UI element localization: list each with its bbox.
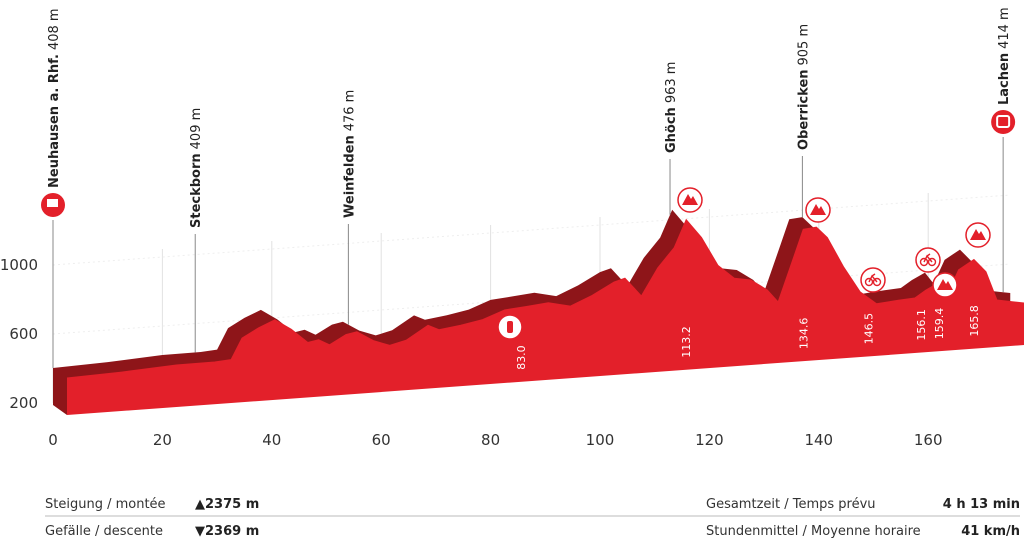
profile-line: [66, 218, 1024, 379]
icon-circle: [915, 247, 941, 273]
profile-side: [53, 367, 67, 415]
stat-value: ▲2375 m: [195, 497, 259, 512]
place-label: Weinfelden 476 m: [342, 90, 357, 218]
screen: [996, 115, 1011, 128]
climb-icon: [805, 197, 831, 223]
x-tick-label: 40: [262, 431, 281, 449]
x-tick-label: 140: [804, 431, 833, 449]
x-tick-label: 20: [153, 431, 172, 449]
place-elevation: 409 m: [189, 108, 204, 150]
y-tick-label: 1000: [0, 256, 38, 274]
frame: [868, 273, 878, 283]
profile-face: [67, 219, 1024, 415]
place-elevation: 905 m: [796, 24, 811, 66]
place-name: Oberricken: [796, 69, 811, 150]
finish-icon: [991, 110, 1016, 134]
marker-km: 113.2: [680, 326, 693, 358]
marker-km: 165.8: [968, 305, 981, 337]
x-tick-label: 0: [48, 431, 58, 449]
place-name: Neuhausen a. Rhf.: [47, 54, 62, 188]
place-label: Ghöch 963 m: [664, 62, 679, 153]
start-icon: [41, 193, 65, 217]
frame: [923, 253, 933, 263]
place-elevation: 476 m: [342, 90, 357, 132]
place-name: Ghöch: [664, 107, 679, 153]
flag: [47, 199, 58, 207]
place-name: Steckborn: [189, 153, 204, 228]
x-tick-label: 100: [586, 431, 615, 449]
sprint-icon: [915, 247, 941, 273]
stat-label: Stundenmittel / Moyenne horaire: [706, 524, 921, 539]
marker-km: 134.6: [797, 318, 810, 350]
climb-icon: [965, 222, 991, 248]
marker-km: 146.5: [862, 313, 875, 345]
place-elevation: 963 m: [664, 62, 679, 104]
mountain: [810, 204, 826, 215]
place-name: Lachen: [997, 53, 1012, 105]
x-tick-label: 160: [914, 431, 943, 449]
icon-circle: [860, 267, 886, 293]
place-name: Weinfelden: [342, 135, 357, 218]
stat-label: Gesamtzeit / Temps prévu: [706, 497, 876, 512]
mountain: [970, 229, 986, 240]
icon-circle: [991, 110, 1016, 134]
wheel: [872, 277, 882, 287]
marker-km: 83.0: [515, 345, 528, 370]
x-tick-label: 120: [695, 431, 724, 449]
place-elevation: 408 m: [47, 8, 62, 50]
climb-icon: [932, 272, 958, 298]
wheel: [864, 277, 874, 287]
x-tick-label: 80: [481, 431, 500, 449]
place-elevation: 414 m: [997, 7, 1012, 49]
place-label: Steckborn 409 m: [189, 108, 204, 228]
stat-label: Gefälle / descente: [45, 524, 163, 539]
wheel: [927, 257, 937, 267]
stat-value: 41 km/h: [961, 524, 1020, 539]
y-tick-label: 600: [9, 325, 38, 343]
place-label: Lachen 414 m: [997, 7, 1012, 105]
marker-km: 156.1: [915, 309, 928, 341]
bottle: [507, 321, 513, 333]
wheel: [919, 257, 929, 267]
mountain: [682, 194, 698, 205]
x-tick-label: 60: [372, 431, 391, 449]
stat-label: Steigung / montée: [45, 497, 166, 512]
sprint-icon: [860, 267, 886, 293]
y-tick-label: 200: [9, 394, 38, 412]
marker-km: 159.4: [933, 308, 946, 340]
stat-value: 4 h 13 min: [943, 497, 1020, 512]
climb-icon: [677, 187, 703, 213]
stat-value: ▼2369 m: [195, 524, 259, 539]
feed-icon: [497, 314, 523, 340]
place-label: Neuhausen a. Rhf. 408 m: [47, 8, 62, 188]
place-label: Oberricken 905 m: [796, 24, 811, 150]
mountain: [937, 279, 953, 290]
